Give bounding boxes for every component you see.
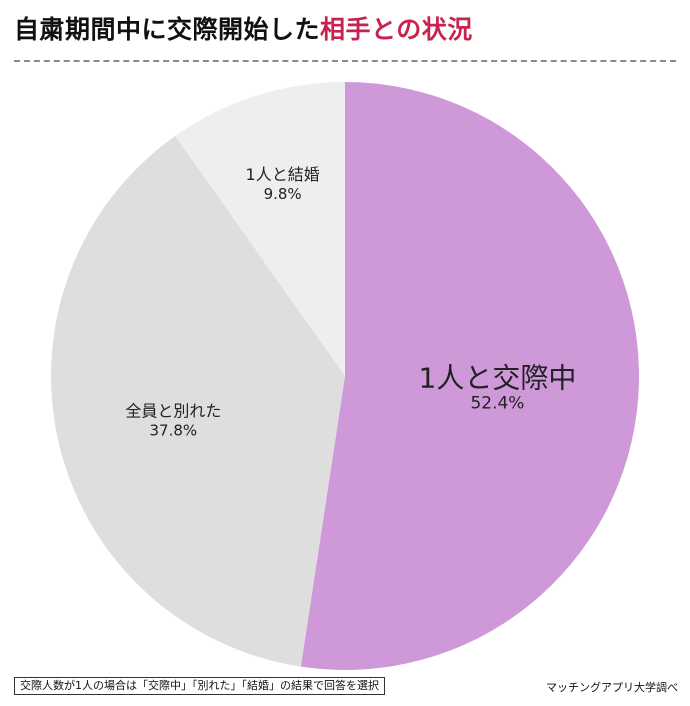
slice-label-2: 全員と別れた [125,402,221,421]
footnote: 交際人数が1人の場合は「交際中」「別れた」「結婚」の結果で回答を選択 [14,677,385,695]
slice-label-1: 1人と交際中 [419,362,577,395]
pie-slice-1 [300,82,640,671]
title-accent: 相手との状況 [320,15,473,44]
title-main: 自粛期間中に交際開始した [14,15,321,44]
source-credit: マッチングアプリ大学調べ [546,681,678,694]
slice-value-1: 52.4% [470,394,524,414]
slice-label-3: 1人と結婚 [246,165,320,184]
pie-slice-3 [175,82,345,376]
pie-slice-2 [50,135,345,667]
chart-title: 自粛期間中に交際開始した相手との状況 [14,10,473,50]
slice-value-2: 37.8% [150,422,198,440]
title-divider [14,60,676,62]
slice-value-3: 9.8% [264,185,302,203]
